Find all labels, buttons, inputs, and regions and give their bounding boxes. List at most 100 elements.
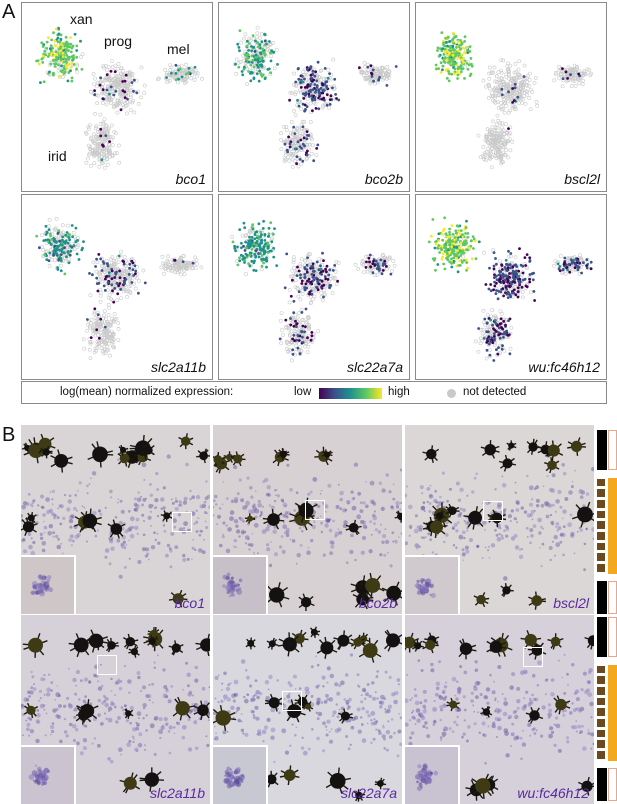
umap-cell (316, 60, 320, 64)
umap-cell (436, 263, 440, 266)
umap-cell (442, 262, 446, 266)
umap-cell (60, 259, 63, 263)
melanophore (87, 441, 114, 468)
umap-cell (503, 153, 508, 158)
umap-cell (110, 283, 114, 287)
umap-cell (364, 69, 369, 74)
umap-cell (135, 91, 139, 95)
umap-cell (518, 277, 522, 281)
umap-cell (508, 293, 512, 297)
stain-speck (41, 548, 46, 553)
umap-cell (513, 255, 518, 260)
umap-cell (45, 40, 49, 44)
umap-cell (482, 320, 487, 325)
umap-cell (443, 243, 446, 247)
umap-cell (50, 238, 53, 241)
umap-cell (522, 81, 527, 86)
umap-cell (456, 238, 460, 242)
umap-cell (310, 334, 314, 338)
umap-cell (318, 69, 323, 73)
umap-cell (46, 238, 50, 242)
stain-speck (60, 542, 63, 545)
umap-cell (122, 289, 127, 294)
stain-speck (260, 512, 263, 515)
stain-speck (57, 537, 60, 541)
stain-speck (182, 500, 188, 505)
stain-speck (140, 495, 142, 498)
umap-cell (491, 341, 495, 344)
umap-cell (453, 236, 457, 239)
umap-cell (493, 328, 497, 332)
umap-cell (319, 290, 324, 295)
umap-cell (552, 264, 556, 268)
umap-cell (326, 67, 331, 72)
umap-cell (117, 254, 121, 258)
umap-cell (359, 70, 364, 75)
umap-cell (254, 269, 258, 272)
umap-cell (321, 251, 324, 255)
umap-cell (485, 140, 490, 145)
umap-cell (128, 284, 133, 288)
umap-cell (98, 293, 103, 298)
umap-cell (133, 286, 138, 291)
umap-cell (489, 283, 493, 286)
umap-cell (313, 74, 317, 78)
umap-cell (59, 37, 63, 41)
umap-cell (476, 133, 481, 138)
umap-cell (434, 63, 438, 67)
umap-cell (128, 266, 131, 270)
umap-cell (101, 351, 106, 356)
stain-speck (353, 498, 355, 500)
stain-speck (198, 548, 203, 553)
umap-cell (102, 309, 107, 314)
umap-cell (328, 286, 331, 290)
umap-cell (303, 258, 308, 263)
umap-cell (52, 254, 55, 257)
umap-cell (309, 338, 313, 342)
stain-speck (264, 477, 269, 483)
umap-cell (454, 240, 458, 244)
umap-cell (100, 148, 105, 153)
umap-cell (108, 353, 112, 358)
umap-cell (98, 299, 103, 304)
umap-cell (477, 240, 481, 244)
umap-cell (259, 235, 262, 239)
stain-speck (150, 525, 152, 527)
umap-cell (466, 232, 470, 235)
umap-cell (300, 330, 304, 334)
umap-cell (315, 260, 319, 264)
umap-cell (174, 72, 178, 75)
stain-speck (94, 534, 98, 538)
umap-cell (289, 323, 293, 327)
umap-cell (70, 76, 74, 80)
umap-cell (507, 94, 512, 99)
umap-cell (309, 73, 313, 77)
umap-cell (141, 268, 146, 273)
umap-cell (93, 93, 97, 97)
umap-cell (455, 234, 459, 238)
stain-speck (133, 502, 138, 507)
umap-cell (508, 263, 512, 266)
umap-cell (264, 242, 267, 245)
stain-speck (125, 544, 128, 546)
umap-cell (502, 97, 506, 101)
umap-cell (279, 341, 284, 346)
umap-cell (119, 96, 124, 101)
umap-cell (437, 67, 440, 70)
umap-cell (243, 256, 247, 260)
umap-cell (75, 55, 79, 59)
umap-cell (293, 141, 297, 146)
umap-cell (461, 67, 465, 71)
umap-cell (299, 161, 304, 166)
stain-speck (39, 536, 44, 540)
umap-cell (303, 144, 306, 148)
stain-speck (365, 480, 367, 483)
umap-cell (442, 41, 445, 45)
umap-cell (194, 262, 199, 267)
umap-scatter (35, 216, 204, 361)
umap-cell (497, 331, 501, 334)
umap-cell (311, 262, 315, 266)
umap-cell (509, 252, 513, 255)
umap-cell (72, 63, 76, 66)
umap-cell (270, 236, 274, 241)
